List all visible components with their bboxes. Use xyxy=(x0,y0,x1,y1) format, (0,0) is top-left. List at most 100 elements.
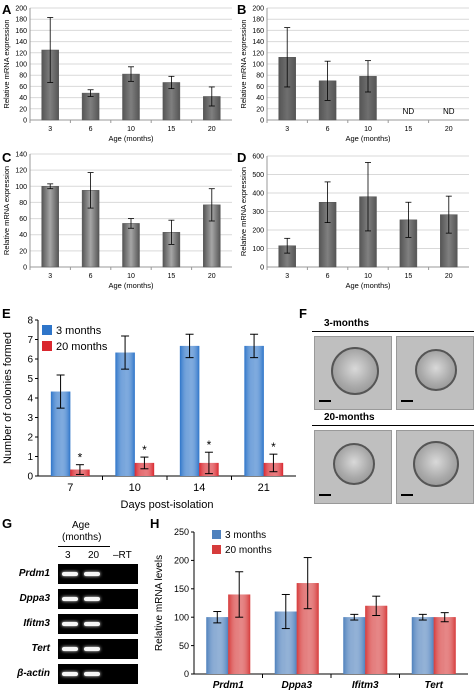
lane-label-rt: –RT xyxy=(113,550,132,561)
chart-b: 0 20 40 60 80 100 120 140 160 180 200 3 6 10 15 ND 20 ND R… xyxy=(239,6,469,143)
gel-header-months: (months) xyxy=(62,532,102,543)
legend-label: 20 months xyxy=(225,545,272,556)
y-tick-label: 80 xyxy=(256,73,264,80)
significance-marker: * xyxy=(207,438,212,452)
legend-label: 20 months xyxy=(56,341,108,353)
nd-label: ND xyxy=(443,107,455,116)
y-tick-label: 100 xyxy=(252,62,264,69)
y-tick-label: 200 xyxy=(15,6,27,13)
panel-label-d: D xyxy=(237,150,247,165)
x-tick-label: 20 xyxy=(445,126,453,133)
y-tick-label: 200 xyxy=(252,6,264,13)
y-axis-label: Relative mRNA expression xyxy=(2,166,11,255)
y-tick-label: 80 xyxy=(19,200,27,207)
y-tick-label: 120 xyxy=(252,50,264,57)
y-tick-label: 120 xyxy=(15,50,27,57)
y-tick-label: 0 xyxy=(260,265,264,272)
scale-bar xyxy=(319,494,331,496)
bar xyxy=(81,92,100,121)
y-axis-label: Relative mRNA expression xyxy=(239,167,248,256)
legend-label: 3 months xyxy=(56,325,102,337)
x-tick-label: 10 xyxy=(364,273,372,280)
y-tick-label: 140 xyxy=(252,39,264,46)
y-tick-label: 40 xyxy=(19,232,27,239)
y-tick-label: 140 xyxy=(15,152,27,159)
group-label-3-months: 3-months xyxy=(324,318,369,329)
y-tick-label: 6 xyxy=(27,355,33,366)
panel-label-h: H xyxy=(150,516,160,531)
x-tick-label: 6 xyxy=(89,273,93,280)
bar-shade xyxy=(343,617,366,674)
x-tick-label: 7 xyxy=(67,482,73,494)
y-tick-label: 8 xyxy=(27,316,33,327)
bar-shade xyxy=(296,583,319,674)
y-axis-label: Number of colonies formed xyxy=(2,332,14,464)
y-tick-label: 500 xyxy=(252,172,264,179)
y-tick-label: 20 xyxy=(19,106,27,113)
chart-a: 0 20 40 60 80 100 120 140 160 180 200 3 6 10 15 20 Relat… xyxy=(2,6,232,143)
cell-image-20m-1 xyxy=(314,430,392,504)
oocyte-3m-1 xyxy=(331,347,379,395)
gel-panel: Age (months) 3 20 –RT Prdm1 Dppa3 Ifitm3… xyxy=(0,520,150,696)
y-tick-label: 100 xyxy=(174,612,189,622)
x-tick-label: 15 xyxy=(168,273,176,280)
y-tick-label: 20 xyxy=(19,248,27,255)
x-axis-label: Age (months) xyxy=(108,134,154,143)
x-tick-label: 15 xyxy=(168,126,176,133)
bar-shade xyxy=(411,617,434,674)
bar xyxy=(41,186,59,268)
panel-label-a: A xyxy=(2,2,12,17)
scale-bar xyxy=(319,400,331,402)
gene-label-beta-actin: β-actin xyxy=(17,668,50,679)
x-axis-label: Age (months) xyxy=(345,281,391,290)
bar-shade xyxy=(134,462,155,476)
bar-shade xyxy=(228,594,251,674)
y-tick-label: 20 xyxy=(256,106,264,113)
significance-marker: * xyxy=(142,443,147,457)
y-tick-label: 0 xyxy=(184,669,189,679)
x-axis-label: Days post-isolation xyxy=(121,499,214,511)
x-tick-label: 6 xyxy=(326,126,330,133)
gel-row-tert xyxy=(58,639,138,659)
y-tick-label: 200 xyxy=(252,228,264,235)
legend-swatch xyxy=(212,545,221,554)
gel-row-prdm1 xyxy=(58,564,138,584)
panel-label-g: G xyxy=(2,516,13,531)
x-tick-label: 10 xyxy=(127,273,135,280)
y-tick-label: 180 xyxy=(252,17,264,24)
chart-e: 0 1 2 3 4 5 6 7 8 7 * 10 * 14 * 21 * Number of colonies f… xyxy=(2,316,296,511)
y-tick-label: 80 xyxy=(19,73,27,80)
y-tick-label: 50 xyxy=(179,641,189,651)
y-axis-label: Relative mRNA levels xyxy=(154,555,165,651)
x-tick-label: 3 xyxy=(48,126,52,133)
chart-d: 0 100 200 300 400 500 600 3 6 10 15 20 Relative mRNA… xyxy=(239,154,469,290)
x-tick-label: 3 xyxy=(285,273,289,280)
y-tick-label: 100 xyxy=(15,184,27,191)
y-tick-label: 160 xyxy=(15,28,27,35)
y-axis-label: Relative mRNA expression xyxy=(2,19,11,108)
y-tick-label: 60 xyxy=(19,84,27,91)
bar-shade xyxy=(433,617,456,674)
chart-h: 0 50 100 150 200 250 Prdm1 Dppa3 Ifitm3 Tert Relat… xyxy=(154,527,468,691)
y-tick-label: 0 xyxy=(23,265,27,272)
x-tick-label: 14 xyxy=(193,482,205,494)
significance-marker: * xyxy=(78,451,83,465)
y-tick-label: 300 xyxy=(252,209,264,216)
legend-label: 3 months xyxy=(225,530,266,541)
x-tick-label: Ifitm3 xyxy=(352,680,379,691)
x-tick-label: 20 xyxy=(208,273,216,280)
y-tick-label: 2 xyxy=(27,433,33,444)
legend-swatch xyxy=(212,530,221,539)
bar-shade xyxy=(365,605,388,674)
y-tick-label: 160 xyxy=(252,28,264,35)
panel-label-f: F xyxy=(299,306,307,321)
cell-image-20m-2 xyxy=(396,430,474,504)
x-tick-label: Tert xyxy=(424,680,443,691)
x-tick-label: 21 xyxy=(258,482,270,494)
x-tick-label: 20 xyxy=(208,126,216,133)
bar-shade xyxy=(274,611,297,674)
y-tick-label: 5 xyxy=(27,374,33,385)
x-tick-label: 3 xyxy=(48,273,52,280)
bar-shade xyxy=(115,352,135,476)
panel-label-b: B xyxy=(237,2,247,17)
